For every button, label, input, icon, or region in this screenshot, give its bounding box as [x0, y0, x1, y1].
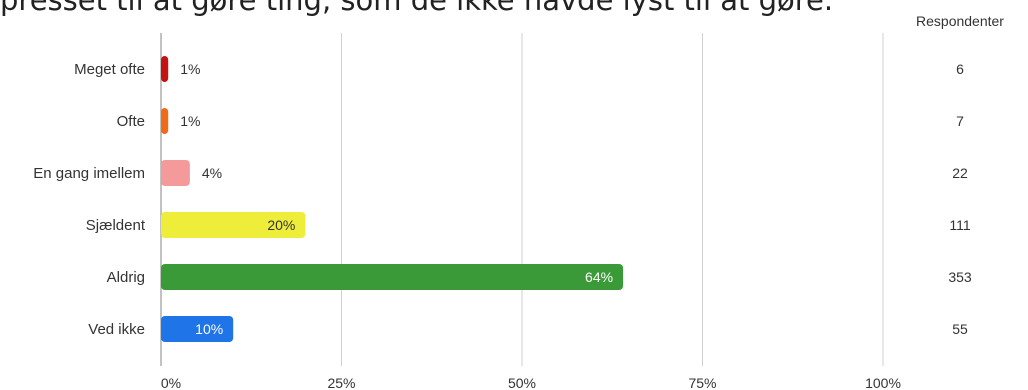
x-tick-label: 25%: [327, 375, 355, 390]
x-tick-label: 50%: [508, 375, 536, 390]
x-tick-label: 100%: [865, 375, 901, 390]
value-label: 4%: [202, 165, 222, 181]
respondents-header: Respondenter: [916, 13, 1004, 29]
category-label: En gang imellem: [33, 165, 145, 182]
bar: [161, 56, 169, 82]
respondent-count: 55: [952, 321, 968, 337]
x-tick-label: 0%: [161, 375, 181, 390]
category-label: Aldrig: [107, 269, 145, 286]
category-label: Sjældent: [86, 217, 146, 234]
respondent-counts: Respondenter 6 7 22 111 353 55: [916, 13, 1004, 337]
bar: [161, 108, 169, 134]
bar: [161, 264, 624, 290]
category-labels: Meget ofte Ofte En gang imellem Sjældent Ald…: [33, 61, 146, 338]
value-label: 64%: [585, 269, 613, 285]
bar: [161, 316, 234, 342]
respondent-count: 6: [956, 61, 964, 77]
respondent-count: 111: [949, 217, 970, 233]
value-label: 1%: [180, 61, 200, 77]
bar: [161, 160, 190, 186]
value-label: 1%: [180, 113, 200, 129]
chart-title: presset til at gøre ting, som de ikke ha…: [0, 0, 834, 17]
value-label: 20%: [267, 217, 295, 233]
x-tick-labels: 0% 25% 50% 75% 100%: [161, 375, 901, 390]
grid-lines: [160, 33, 884, 366]
category-label: Meget ofte: [74, 61, 145, 78]
value-label: 10%: [195, 321, 223, 337]
respondent-count: 22: [952, 165, 968, 181]
x-tick-label: 75%: [688, 375, 716, 390]
bars: [161, 56, 624, 342]
category-label: Ofte: [117, 113, 145, 130]
value-labels: 1% 1% 4% 20% 64% 10%: [180, 61, 613, 337]
bar: [161, 212, 306, 238]
respondent-count: 7: [956, 113, 964, 129]
respondent-count: 353: [948, 269, 972, 285]
category-label: Ved ikke: [88, 321, 145, 338]
